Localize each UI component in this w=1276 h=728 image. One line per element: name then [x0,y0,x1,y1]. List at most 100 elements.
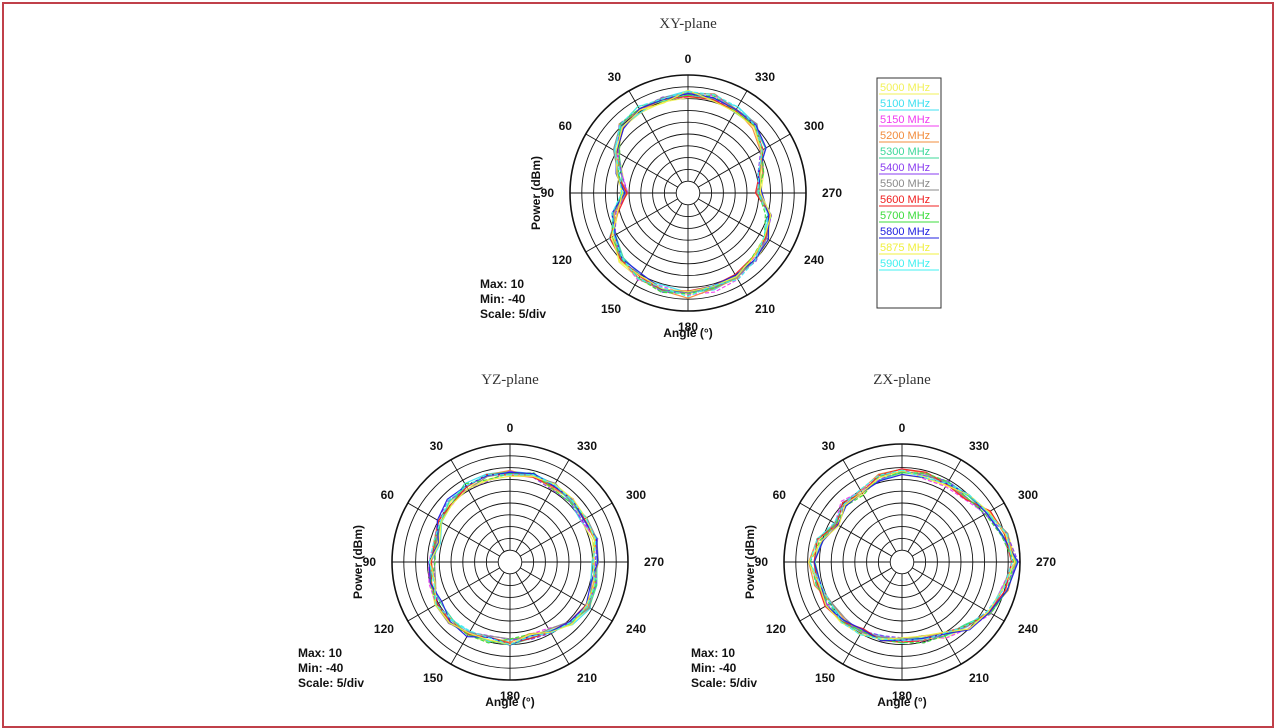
angle-tick-label: 0 [507,421,514,435]
scale-info: Scale: 5/div [298,676,364,690]
series-line [813,468,1013,643]
grid-ring [497,549,523,575]
scale-info: Max: 10 [480,277,524,291]
series-line [807,470,1016,641]
angle-tick-label: 90 [541,186,555,200]
angle-tick-label: 150 [601,302,621,316]
series-line [609,95,771,292]
angle-tick-label: 60 [773,488,787,502]
angle-tick-label: 330 [577,439,597,453]
grid-spoke [697,198,791,253]
legend-entry: 5875 MHz [880,242,930,254]
yz-plane-plot: YZ-plane 0 330 300 270 240 210 180 150 120 90 60 30 P… [298,372,664,709]
angle-tick-label: 210 [577,671,597,685]
angle-tick-label: 180 [500,689,520,703]
grid-spoke [515,571,570,665]
scale-info: Scale: 5/div [480,307,546,321]
scale-info: Min: -40 [480,292,526,306]
legend-entry: 5900 MHz [880,258,930,270]
grid-spoke [585,198,679,253]
angle-tick-label: 30 [822,439,836,453]
legend-entry: 5400 MHz [880,162,930,174]
angle-tick-label: 300 [804,119,824,133]
series-line [430,473,596,645]
angle-axis-label: Angle (°) [485,695,534,709]
angle-tick-label: 60 [381,488,395,502]
angle-tick-label: 120 [374,622,394,636]
chart-title: XY-plane [659,16,717,32]
chart-title: ZX-plane [873,372,931,388]
legend-entry: 5150 MHz [880,114,930,126]
legend-entry: 5500 MHz [880,178,930,190]
grid-spoke [515,459,570,553]
legend-entry: 5800 MHz [880,226,930,238]
grid-spoke [585,133,679,188]
angle-tick-label: 270 [644,555,664,569]
series-line [610,89,772,293]
angle-tick-label: 120 [766,622,786,636]
grid-spoke [799,567,893,622]
grid-spoke [450,459,505,553]
grid-ring [675,180,701,206]
angle-axis-label: Angle (°) [877,695,926,709]
angle-tick-label: 300 [626,488,646,502]
angle-tick-label: 0 [685,52,692,66]
angle-tick-label: 180 [678,320,698,334]
grid-ring [889,549,915,575]
legend-entry: 5300 MHz [880,146,930,158]
grid-spoke [450,571,505,665]
angle-tick-label: 0 [899,421,906,435]
grid-spoke [907,459,962,553]
series-line [809,472,1015,644]
grid-spoke [407,567,501,622]
series-line [429,475,596,646]
grid-spoke [697,133,791,188]
power-axis-label: Power (dBm) [351,525,365,599]
series-line [611,94,771,296]
legend-box [876,77,942,309]
legend-entry: 5600 MHz [880,194,930,206]
scale-info: Max: 10 [298,646,342,660]
angle-tick-label: 30 [430,439,444,453]
grid-spoke [519,502,613,557]
grid-spoke [519,567,613,622]
legend-entry: 5200 MHz [880,130,930,142]
scale-info: Min: -40 [298,661,344,675]
legend-entry: 5000 MHz [880,82,930,94]
angle-tick-label: 270 [1036,555,1056,569]
angle-axis-label: Angle (°) [663,326,712,340]
angle-tick-label: 240 [626,622,646,636]
grid-spoke [407,502,501,557]
legend-entry: 5700 MHz [880,210,930,222]
series-line [608,90,770,294]
angle-tick-label: 270 [822,186,842,200]
angle-tick-label: 330 [755,70,775,84]
angle-tick-label: 150 [815,671,835,685]
scale-info: Max: 10 [691,646,735,660]
xy-plane-plot: XY-plane 0 330 300 270 240 210 180 150 120 90 60 30 P… [480,16,842,340]
angle-tick-label: 150 [423,671,443,685]
angle-tick-label: 60 [559,119,573,133]
angle-tick-label: 240 [1018,622,1038,636]
scale-info: Min: -40 [691,661,737,675]
grid-spoke [842,571,897,665]
angle-tick-label: 90 [755,555,769,569]
legend-entry: 5100 MHz [880,98,930,110]
angle-tick-label: 300 [1018,488,1038,502]
angle-tick-label: 330 [969,439,989,453]
angle-tick-label: 90 [363,555,377,569]
grid-spoke [907,571,962,665]
series-line [809,469,1013,641]
angle-tick-label: 180 [892,689,912,703]
angle-tick-label: 210 [755,302,775,316]
grid-spoke [693,90,748,184]
chart-title: YZ-plane [481,372,539,388]
power-axis-label: Power (dBm) [529,156,543,230]
angle-tick-label: 240 [804,253,824,267]
power-axis-label: Power (dBm) [743,525,757,599]
scale-info: Scale: 5/div [691,676,757,690]
angle-tick-label: 210 [969,671,989,685]
series-line [611,90,769,298]
series-line [428,474,597,646]
